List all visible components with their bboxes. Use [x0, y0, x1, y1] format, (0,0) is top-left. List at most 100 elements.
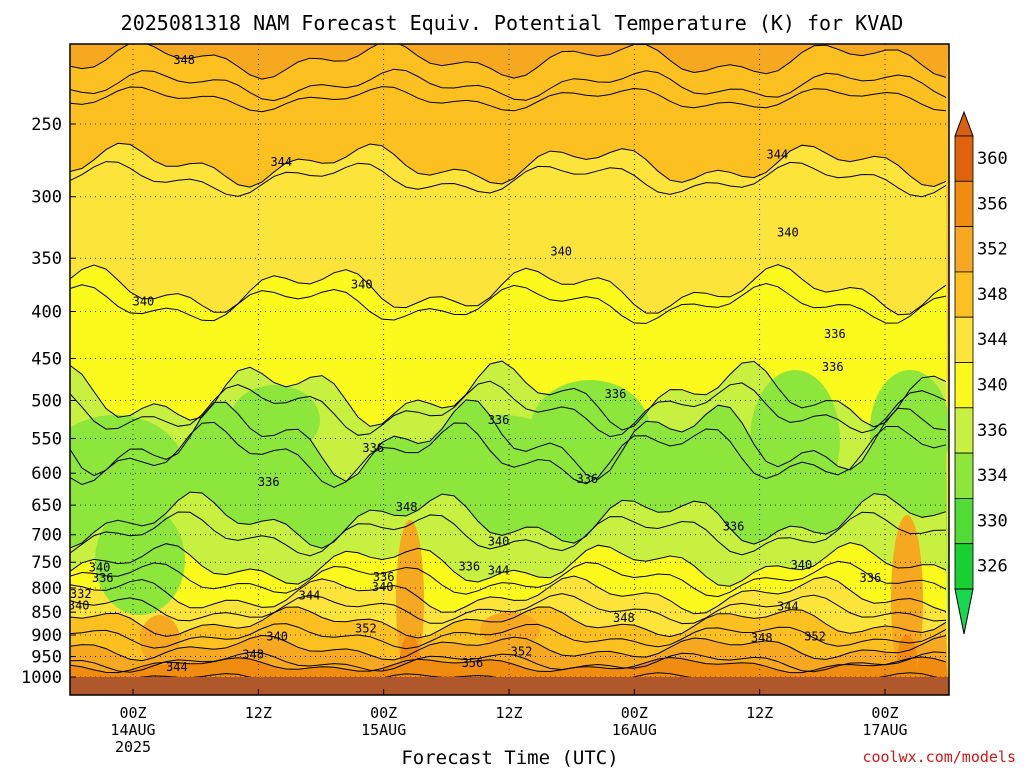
y-tick-label: 650 — [31, 496, 62, 516]
colorbar-swatch — [954, 543, 974, 590]
contour-label: 332 — [70, 587, 92, 601]
contour-band — [396, 520, 424, 680]
contour-label: 344 — [166, 660, 188, 674]
x-tick-label: 00Z — [871, 704, 898, 722]
contour-band — [70, 44, 949, 80]
contour-label: 356 — [462, 656, 484, 670]
chart-title: 2025081318 NAM Forecast Equiv. Potential… — [121, 11, 904, 35]
x-tick-label: 14AUG — [110, 721, 155, 739]
colorbar-swatch — [954, 407, 974, 454]
colorbar-label: 352 — [977, 240, 1008, 260]
colorbar-swatch — [954, 271, 974, 318]
y-tick-label: 400 — [31, 302, 62, 322]
credit-text: coolwx.com/models — [862, 748, 1016, 766]
contour-label: 348 — [396, 500, 418, 514]
colorbar-label: 326 — [977, 557, 1008, 577]
contour-label: 340 — [777, 225, 799, 239]
colorbar-low-arrow — [954, 588, 974, 635]
contour-line — [70, 44, 947, 80]
contour-label: 340 — [89, 561, 111, 575]
contour-line — [70, 264, 947, 316]
contour-label: 340 — [68, 599, 90, 613]
contour-label: 340 — [133, 294, 155, 308]
y-tick-label: 700 — [31, 526, 62, 546]
colorbar-swatch — [954, 497, 974, 545]
y-tick-label: 850 — [31, 603, 62, 623]
contour-band — [530, 380, 650, 480]
y-tick-label: 550 — [31, 430, 62, 450]
contour-line — [70, 575, 947, 615]
contour-line — [70, 399, 947, 482]
x-tick-label: 2025 — [115, 738, 151, 756]
contour-label: 340 — [266, 630, 288, 644]
y-tick-label: 800 — [31, 579, 62, 599]
x-tick-label: 12Z — [746, 704, 773, 722]
x-tick-label: 12Z — [245, 704, 272, 722]
contour-label: 336 — [723, 520, 745, 534]
contour-label: 344 — [270, 155, 292, 169]
contour-line — [70, 282, 947, 324]
contour-label: 336 — [488, 413, 510, 427]
contour-label: 348 — [613, 611, 635, 625]
contour-label: 344 — [299, 588, 321, 602]
contour-label: 352 — [511, 644, 533, 658]
contour-line — [70, 634, 947, 662]
gridlines — [70, 44, 949, 695]
x-tick-label: 00Z — [370, 704, 397, 722]
contour-line — [70, 593, 947, 625]
contour-label: 336 — [458, 559, 480, 573]
contour-label: 336 — [258, 475, 280, 489]
colorbar-label: 344 — [977, 330, 1008, 350]
x-tick-label: 15AUG — [361, 721, 406, 739]
colorbar-label: 356 — [977, 194, 1008, 214]
contour-label: 336 — [373, 570, 395, 584]
colorbar-label: 336 — [977, 421, 1008, 441]
contour-line — [70, 161, 947, 198]
contour-label: 336 — [605, 387, 627, 401]
y-tick-label: 900 — [31, 626, 62, 646]
y-tick-label: 300 — [31, 188, 62, 208]
contour-line — [70, 380, 947, 438]
contour-label: 344 — [767, 148, 789, 162]
y-tick-label: 450 — [31, 349, 62, 369]
colorbar-label: 334 — [977, 466, 1008, 486]
contour-label: 340 — [372, 580, 394, 594]
colorbar-swatch — [954, 135, 974, 182]
contour-band — [870, 370, 949, 490]
contour-label: 336 — [92, 571, 114, 585]
contour-line — [70, 86, 947, 113]
contour-label: 340 — [488, 535, 510, 549]
colorbar-label: 330 — [977, 511, 1008, 531]
x-axis-label: Forecast Time (UTC) — [401, 747, 618, 768]
y-tick-label: 750 — [31, 553, 62, 573]
filled-contour-bands — [70, 44, 949, 695]
contour-line — [70, 542, 947, 587]
contour-line — [70, 68, 947, 102]
contour-line — [70, 560, 947, 598]
y-tick-label: 500 — [31, 392, 62, 412]
y-tick-label: 600 — [31, 464, 62, 484]
contour-label: 336 — [576, 472, 598, 486]
contour-band — [140, 615, 180, 665]
x-tick-label: 00Z — [119, 704, 146, 722]
y-tick-label: 250 — [31, 115, 62, 135]
contour-band — [70, 415, 185, 525]
contour-label: 352 — [804, 630, 826, 644]
colorbar-swatch — [954, 180, 974, 228]
contour-label: 348 — [173, 53, 195, 67]
colorbar-high-arrow — [954, 110, 974, 137]
contour-label: 352 — [355, 622, 377, 636]
colorbar-swatch — [954, 226, 974, 273]
contour-label: 340 — [791, 558, 813, 572]
contour-line — [70, 421, 947, 488]
contour-label: 336 — [860, 571, 882, 585]
contour-label: 348 — [751, 631, 773, 645]
contour-band — [750, 370, 840, 510]
contour-label: 336 — [362, 441, 384, 455]
contour-label: 348 — [242, 647, 264, 661]
y-tick-label: 350 — [31, 249, 62, 269]
contour-label: 336 — [824, 327, 846, 341]
